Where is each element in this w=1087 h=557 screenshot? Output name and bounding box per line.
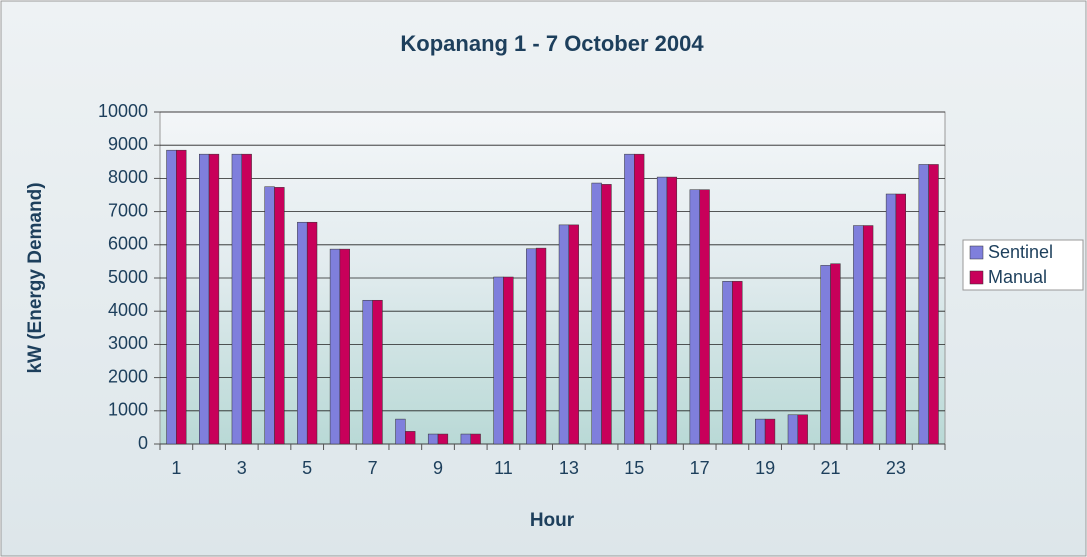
x-tick-label: 5 — [302, 458, 312, 478]
x-tick-label: 21 — [821, 458, 841, 478]
y-tick-label: 0 — [138, 433, 148, 453]
bar — [329, 248, 341, 445]
bar — [503, 276, 514, 445]
bar — [231, 153, 243, 445]
bar — [656, 176, 668, 445]
x-tick-label: 23 — [886, 458, 906, 478]
bar — [306, 221, 318, 445]
y-tick-label: 9000 — [108, 134, 148, 154]
y-tick-label: 4000 — [108, 300, 148, 320]
bar — [535, 247, 547, 445]
y-tick-label: 5000 — [108, 267, 148, 287]
bar — [208, 153, 220, 445]
bar — [634, 153, 645, 445]
bar — [624, 153, 635, 445]
y-tick-label: 7000 — [108, 200, 148, 220]
bar — [885, 193, 897, 445]
bar — [601, 184, 612, 445]
bar — [797, 414, 808, 445]
bar — [820, 265, 831, 445]
y-axis-label: kW (Energy Demand) — [25, 182, 46, 373]
bar — [722, 281, 733, 445]
bar — [470, 433, 481, 445]
bar — [895, 193, 906, 445]
bar — [689, 189, 700, 445]
x-tick-label: 9 — [433, 458, 443, 478]
x-tick-label: 3 — [237, 458, 247, 478]
bar — [787, 414, 799, 445]
bar — [493, 276, 504, 445]
y-tick-label: 1000 — [108, 400, 148, 420]
legend-label: Sentinel — [988, 242, 1053, 262]
bar — [591, 182, 602, 445]
bar — [166, 149, 177, 445]
x-tick-label: 1 — [171, 458, 181, 478]
x-tick-label: 7 — [368, 458, 378, 478]
bar — [437, 433, 449, 445]
bar — [199, 153, 210, 445]
legend-label: Manual — [988, 267, 1047, 287]
bar — [853, 225, 864, 445]
bar — [362, 299, 373, 445]
bar — [928, 164, 939, 445]
bar — [918, 164, 929, 445]
x-tick-label: 13 — [559, 458, 579, 478]
y-tick-label: 3000 — [108, 333, 148, 353]
bar — [732, 281, 743, 445]
bar — [405, 431, 416, 445]
x-tick-label: 15 — [624, 458, 644, 478]
chart-title: Kopanang 1 - 7 October 2004 — [400, 31, 704, 56]
legend-swatch — [969, 245, 984, 260]
legend-swatch — [969, 270, 984, 285]
bar — [764, 418, 776, 445]
bar — [339, 248, 350, 445]
bar — [395, 418, 406, 445]
bar — [699, 189, 710, 445]
y-tick-label: 2000 — [108, 366, 148, 386]
bar — [460, 433, 471, 445]
bar — [372, 299, 383, 445]
bar — [666, 176, 678, 445]
bar — [297, 221, 308, 445]
bar — [241, 153, 252, 445]
y-tick-label: 10000 — [98, 101, 148, 121]
x-tick-label: 11 — [494, 458, 513, 478]
bar — [830, 263, 841, 445]
y-tick-label: 8000 — [108, 167, 148, 187]
x-tick-label: 17 — [690, 458, 710, 478]
bar — [427, 433, 439, 445]
y-tick-label: 6000 — [108, 234, 148, 254]
bar — [274, 187, 285, 445]
bar — [558, 224, 570, 445]
x-axis-label: Hour — [530, 510, 575, 531]
bar — [862, 225, 874, 445]
bar — [176, 149, 187, 445]
bar — [755, 418, 766, 445]
bar — [568, 224, 579, 445]
bar — [264, 186, 275, 445]
x-tick-label: 19 — [755, 458, 775, 478]
bar — [526, 248, 537, 445]
